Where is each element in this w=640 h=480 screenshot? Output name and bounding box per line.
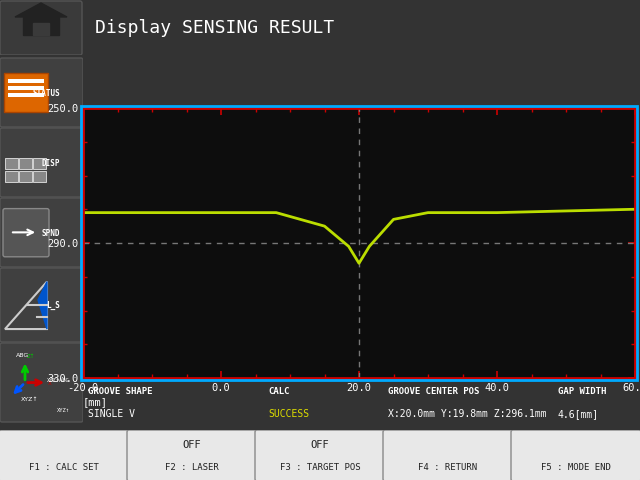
- Text: DISP: DISP: [42, 158, 60, 168]
- FancyBboxPatch shape: [33, 171, 45, 182]
- FancyBboxPatch shape: [19, 158, 31, 169]
- Text: GAP WIDTH: GAP WIDTH: [558, 387, 606, 396]
- Text: SPND: SPND: [42, 228, 60, 238]
- FancyBboxPatch shape: [33, 23, 49, 35]
- FancyBboxPatch shape: [23, 17, 59, 35]
- Text: F2 : LASER: F2 : LASER: [165, 463, 219, 471]
- X-axis label: [mm]: [mm]: [83, 397, 108, 407]
- FancyBboxPatch shape: [0, 268, 83, 342]
- Text: CALC: CALC: [268, 387, 289, 396]
- Text: SUCCESS: SUCCESS: [268, 409, 309, 419]
- Text: ABG: ABG: [17, 352, 29, 358]
- FancyBboxPatch shape: [0, 58, 83, 127]
- Text: 🦾: 🦾: [35, 448, 47, 468]
- Text: F5 : MODE END: F5 : MODE END: [541, 463, 611, 471]
- Polygon shape: [15, 3, 67, 17]
- FancyBboxPatch shape: [8, 93, 44, 97]
- FancyBboxPatch shape: [8, 79, 44, 83]
- Text: X: X: [48, 381, 52, 385]
- Text: GROOVE SHAPE: GROOVE SHAPE: [88, 387, 152, 396]
- Text: Display SENSING RESULT: Display SENSING RESULT: [95, 19, 334, 37]
- FancyBboxPatch shape: [0, 343, 83, 422]
- FancyBboxPatch shape: [4, 158, 17, 169]
- FancyBboxPatch shape: [4, 73, 48, 112]
- FancyBboxPatch shape: [4, 171, 17, 182]
- Text: OFF: OFF: [182, 440, 202, 450]
- FancyBboxPatch shape: [0, 1, 82, 55]
- Text: GROOVE CENTER POS: GROOVE CENTER POS: [388, 387, 479, 396]
- Text: 4.6[mm]: 4.6[mm]: [558, 409, 599, 419]
- Text: F1 : CALC SET: F1 : CALC SET: [29, 463, 99, 471]
- FancyBboxPatch shape: [0, 430, 129, 480]
- Text: F3 : TARGET POS: F3 : TARGET POS: [280, 463, 360, 471]
- Text: L_S: L_S: [46, 301, 60, 310]
- Text: XYZ↑: XYZ↑: [21, 396, 39, 402]
- Text: Z↑: Z↑: [27, 354, 35, 359]
- FancyBboxPatch shape: [0, 431, 83, 480]
- Text: X:20.0mm Y:19.8mm Z:296.1mm: X:20.0mm Y:19.8mm Z:296.1mm: [388, 409, 547, 419]
- FancyBboxPatch shape: [19, 171, 31, 182]
- Polygon shape: [38, 282, 47, 329]
- Text: XYZ↑: XYZ↑: [57, 408, 70, 412]
- FancyBboxPatch shape: [8, 86, 44, 90]
- Text: SINGLE V: SINGLE V: [88, 409, 135, 419]
- FancyBboxPatch shape: [255, 430, 385, 480]
- FancyBboxPatch shape: [33, 158, 45, 169]
- FancyBboxPatch shape: [511, 430, 640, 480]
- FancyBboxPatch shape: [127, 430, 257, 480]
- Text: OFF: OFF: [310, 440, 330, 450]
- FancyBboxPatch shape: [383, 430, 513, 480]
- Text: F4 : RETURN: F4 : RETURN: [419, 463, 477, 471]
- Text: STATUS: STATUS: [32, 88, 60, 97]
- FancyBboxPatch shape: [3, 209, 49, 257]
- FancyBboxPatch shape: [0, 198, 83, 267]
- Text: XYZ↑ABG: XYZ↑ABG: [47, 377, 70, 383]
- FancyBboxPatch shape: [0, 128, 83, 197]
